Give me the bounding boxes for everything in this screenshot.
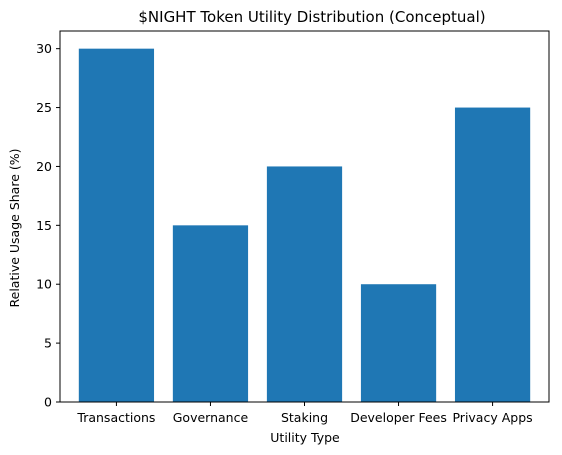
bar-developer-fees <box>360 284 437 402</box>
y-tick-label: 15 <box>36 218 52 233</box>
bar-governance <box>172 225 249 402</box>
x-tick-label: Transactions <box>76 410 155 425</box>
x-tick-label: Governance <box>173 410 249 425</box>
bar-staking <box>266 166 343 402</box>
x-tick-label: Staking <box>281 410 328 425</box>
y-tick-label: 0 <box>44 395 52 410</box>
x-tick-label: Privacy Apps <box>452 410 532 425</box>
x-axis-label: Utility Type <box>270 430 340 445</box>
x-tick-label: Developer Fees <box>350 410 447 425</box>
x-axis: Transactions Governance Staking Developer F… <box>76 402 533 425</box>
plot-frame <box>59 30 550 403</box>
bars-layer <box>78 48 531 403</box>
bar-privacy-apps <box>454 107 531 403</box>
chart-title: $NIGHT Token Utility Distribution (Conce… <box>138 8 485 26</box>
y-tick-label: 25 <box>36 100 52 115</box>
bar-transactions <box>78 48 155 403</box>
y-tick-label: 10 <box>36 277 52 292</box>
y-tick-label: 30 <box>36 41 52 56</box>
y-tick-label: 5 <box>44 336 52 351</box>
y-tick-label: 20 <box>36 159 52 174</box>
y-axis: 0 5 10 15 20 25 30 <box>36 41 60 410</box>
y-axis-label: Relative Usage Share (%) <box>7 149 22 308</box>
